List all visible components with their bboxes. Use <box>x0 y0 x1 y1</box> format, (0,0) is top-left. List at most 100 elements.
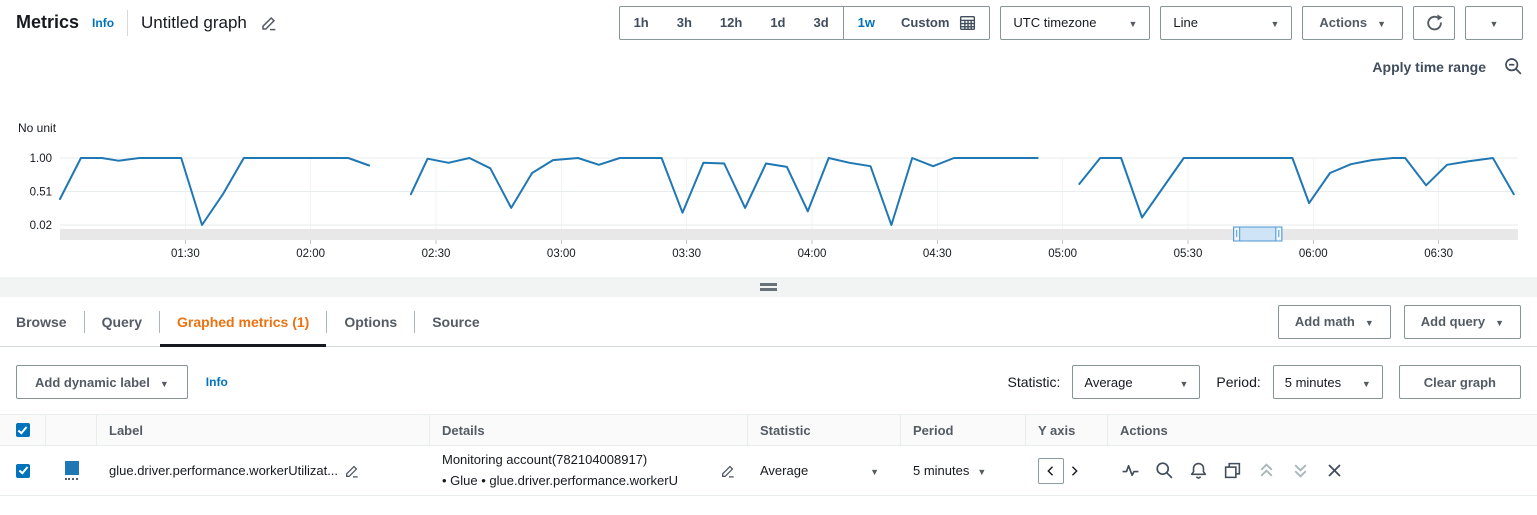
graph-title: Untitled graph <box>141 12 247 32</box>
apply-time-range-button[interactable]: Apply time range <box>1372 58 1486 75</box>
table-header-row: Label Details Statistic Period Y axis Ac… <box>0 415 1537 446</box>
tab-browse[interactable]: Browse <box>16 313 67 330</box>
create-alarm-icon[interactable] <box>1189 461 1208 480</box>
clear-graph-button[interactable]: Clear graph <box>1398 365 1521 399</box>
period-select[interactable]: 5 minutes <box>1272 365 1383 399</box>
refresh-options-dropdown[interactable] <box>1465 5 1523 40</box>
chart-scrollbar-slider <box>1233 226 1283 242</box>
time-range-3h[interactable]: 3h <box>676 15 692 30</box>
yaxis-right-button[interactable] <box>1067 464 1081 478</box>
svg-text:05:00: 05:00 <box>1048 248 1077 260</box>
add-dynamic-label-dropdown[interactable]: Add dynamic label <box>16 365 188 399</box>
statistic-select[interactable]: Average <box>1072 365 1201 399</box>
title-divider <box>127 9 129 36</box>
statistic-label: Statistic: <box>1007 374 1061 390</box>
add-query-button[interactable]: Add query <box>1403 304 1521 339</box>
chart-panel: Apply time range No unit 1.00 0.51 0.02 01:… <box>0 45 1537 277</box>
yaxis-column-header: Y axis <box>1026 415 1108 445</box>
chart-type-dropdown[interactable]: Line <box>1160 5 1293 40</box>
graphed-metrics-toolbar: Add dynamic label Info Statistic: Averag… <box>0 347 1537 414</box>
edit-graph-title-icon[interactable] <box>260 14 278 32</box>
tabs-bar: Browse Query Graphed metrics (1) Options… <box>0 297 1537 347</box>
chevron-down-icon <box>977 463 986 478</box>
segment-divider <box>842 6 844 39</box>
time-range-3d[interactable]: 3d <box>813 15 829 30</box>
svg-text:01:30: 01:30 <box>171 248 200 260</box>
view-metric-icon[interactable] <box>1121 461 1140 480</box>
chevron-down-icon <box>1128 15 1137 30</box>
refresh-button[interactable] <box>1413 5 1455 40</box>
tab-query[interactable]: Query <box>101 313 143 330</box>
svg-text:03:00: 03:00 <box>547 248 576 260</box>
time-range-1w[interactable]: 1w <box>857 15 876 30</box>
period-label: Period: <box>1216 374 1261 390</box>
panel-resize-strip <box>0 277 1537 297</box>
svg-text:1.00: 1.00 <box>30 153 52 165</box>
chevron-down-icon <box>1377 15 1386 30</box>
statistic-column-header: Statistic <box>748 415 901 445</box>
edit-label-icon[interactable] <box>344 463 360 479</box>
label-column-header: Label <box>97 415 430 445</box>
metrics-chart[interactable]: 1.00 0.51 0.02 01:30 02:00 02:30 03:00 03:30 04:… <box>0 45 1537 277</box>
chevron-down-icon <box>1362 375 1371 390</box>
chevron-down-icon <box>1365 314 1374 329</box>
row-period-select[interactable]: 5 minutes <box>901 463 1026 478</box>
duplicate-metric-icon[interactable] <box>1223 461 1242 480</box>
svg-text:04:30: 04:30 <box>923 248 952 260</box>
metrics-top-bar: Metrics Info Untitled graph 1h 3h 12h 1d… <box>0 0 1537 45</box>
period-column-header: Period <box>901 415 1026 445</box>
details-column-header: Details <box>430 415 748 445</box>
chevron-down-icon <box>160 375 169 390</box>
time-range-control: 1h 3h 12h 1d 3d 1w Custom <box>618 5 991 40</box>
graphed-metrics-table: Label Details Statistic Period Y axis Ac… <box>0 414 1537 496</box>
dynamic-label-info-link[interactable]: Info <box>205 375 228 389</box>
chevron-down-icon <box>1179 375 1188 390</box>
svg-text:02:00: 02:00 <box>296 248 325 260</box>
actions-dropdown-button[interactable]: Actions <box>1302 5 1403 40</box>
row-statistic-select[interactable]: Average <box>748 463 901 478</box>
actions-column-header: Actions <box>1120 422 1168 438</box>
tab-options[interactable]: Options <box>344 313 398 330</box>
chevron-down-icon <box>1270 15 1279 30</box>
table-row: glue.driver.performance.workerUtilizat..… <box>0 446 1537 496</box>
color-column-header <box>46 415 97 445</box>
y-axis-unit-label: No unit <box>18 121 57 135</box>
move-up-icon[interactable] <box>1257 461 1276 480</box>
svg-text:0.02: 0.02 <box>30 220 52 232</box>
page-title: Metrics <box>16 12 80 32</box>
zoom-out-icon[interactable] <box>1504 57 1523 76</box>
row-checkbox[interactable] <box>16 463 30 478</box>
select-all-checkbox[interactable] <box>15 423 30 437</box>
svg-text:02:30: 02:30 <box>422 248 451 260</box>
metrics-info-link[interactable]: Info <box>92 15 115 30</box>
chevron-down-icon <box>870 463 879 478</box>
chevron-down-icon <box>1495 314 1504 329</box>
panel-resize-handle[interactable] <box>754 281 783 293</box>
svg-text:05:30: 05:30 <box>1174 248 1203 260</box>
time-range-12h[interactable]: 12h <box>719 15 743 30</box>
tab-source[interactable]: Source <box>432 313 480 330</box>
time-range-1d[interactable]: 1d <box>770 15 786 30</box>
svg-text:0.51: 0.51 <box>30 187 52 199</box>
zoom-metric-icon[interactable] <box>1155 461 1174 480</box>
metric-color-swatch <box>64 461 79 475</box>
remove-metric-icon[interactable] <box>1325 461 1344 480</box>
timezone-dropdown[interactable]: UTC timezone <box>1000 5 1151 40</box>
yaxis-left-button[interactable] <box>1038 457 1064 484</box>
time-range-1h[interactable]: 1h <box>633 15 649 30</box>
edit-details-icon[interactable] <box>720 463 736 479</box>
svg-text:06:00: 06:00 <box>1299 248 1328 260</box>
move-down-icon[interactable] <box>1291 461 1310 480</box>
line-style-indicator <box>65 478 78 480</box>
tab-graphed-metrics[interactable]: Graphed metrics (1) <box>160 297 327 347</box>
metric-details: Monitoring account(782104008917) • Glue … <box>442 452 678 488</box>
svg-text:06:30: 06:30 <box>1424 248 1453 260</box>
svg-text:03:30: 03:30 <box>672 248 701 260</box>
time-range-custom[interactable]: Custom <box>889 7 989 39</box>
metric-color-control[interactable] <box>64 461 79 480</box>
svg-text:04:00: 04:00 <box>798 248 827 260</box>
refresh-icon <box>1425 13 1444 32</box>
add-math-button[interactable]: Add math <box>1277 304 1391 339</box>
chevron-down-icon <box>1490 15 1499 30</box>
calendar-icon <box>958 13 977 32</box>
